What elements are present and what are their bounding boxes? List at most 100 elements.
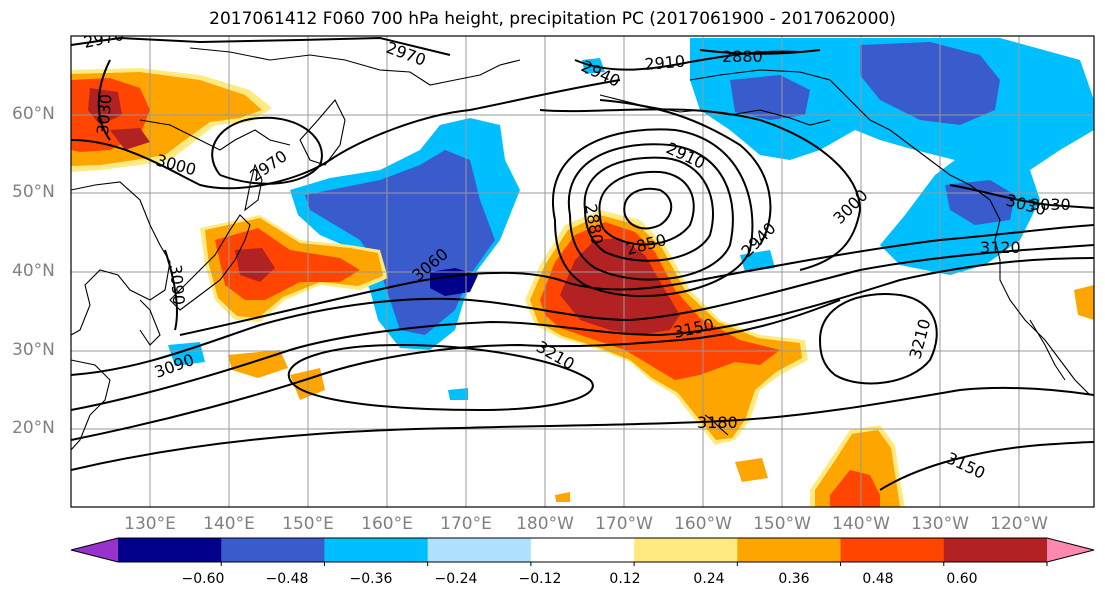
contour-3120 xyxy=(71,257,1094,411)
contour-2970-low xyxy=(552,128,754,297)
contour-2970-north xyxy=(71,36,451,56)
colorbar-tick-label: 0.24 xyxy=(693,571,725,587)
contour-2850-low xyxy=(623,187,673,230)
coast-asia xyxy=(71,181,171,336)
colorbar-tick-label: 0.60 xyxy=(946,571,978,587)
lon-label-140w: 140°W xyxy=(832,514,890,534)
coast-asia-south xyxy=(71,359,111,451)
contour-3030-west xyxy=(97,59,111,141)
lon-label-120w: 120°W xyxy=(990,514,1048,534)
lat-label-40n: 40°N xyxy=(12,261,55,281)
lon-label-130w: 130°W xyxy=(911,514,969,534)
colorbar-tick-label: −0.24 xyxy=(434,571,478,587)
coast-baja xyxy=(1029,319,1066,381)
colorbar-extend-high xyxy=(1047,538,1094,562)
contour-3210-ring xyxy=(287,343,594,412)
map-frame xyxy=(70,35,1095,508)
map-panel: 2970 2970 2940 2910 2880 3030 3000 2970 … xyxy=(71,36,1094,507)
contour-3150 xyxy=(71,299,841,441)
colorbar-segment xyxy=(530,538,635,562)
contour-3180 xyxy=(71,386,1094,471)
lat-label-50n: 50°N xyxy=(12,182,55,202)
precip-orange-small-d xyxy=(735,458,768,482)
precip-blue-small-a xyxy=(740,250,775,272)
lon-label-170w: 170°W xyxy=(595,514,653,534)
precip-orange-small-e xyxy=(555,492,570,502)
lat-label-20n: 20°N xyxy=(12,418,55,438)
colorbar-segment xyxy=(118,538,222,562)
precip-red-southeast xyxy=(830,470,880,507)
precip-orange-small-a xyxy=(228,350,288,378)
colorbar-segment xyxy=(634,538,738,562)
colorbar-segment xyxy=(737,538,842,562)
colorbar-segment xyxy=(221,538,325,562)
coast-na-west xyxy=(989,199,1091,396)
coastlines xyxy=(71,47,1091,451)
contour-3000-east xyxy=(539,108,862,271)
precip-darkred-nw xyxy=(88,88,150,150)
colorbar-tick-label: −0.36 xyxy=(349,571,393,587)
contour-3210-east xyxy=(819,293,938,385)
colorbar-tick-label: −0.48 xyxy=(265,571,309,587)
lon-label-160w: 160°W xyxy=(674,514,732,534)
coast-siberia xyxy=(189,47,521,86)
coast-hawaii xyxy=(704,414,729,436)
colorbar-tick-label: 0.48 xyxy=(862,571,894,587)
contour-3150-south xyxy=(879,441,1094,491)
precip-orange-small-c xyxy=(1074,285,1094,320)
coast-sakhalin xyxy=(244,163,263,212)
lon-label-160e: 160°E xyxy=(361,514,413,534)
coast-okhotsk xyxy=(139,119,291,151)
precip-darkred-japan xyxy=(235,248,275,282)
precip-blue-small-c xyxy=(448,388,468,400)
contour-label: 3090 xyxy=(166,264,188,306)
colorbar-tick-label: −0.60 xyxy=(181,571,225,587)
contour-label: 2910 xyxy=(644,52,686,74)
lon-label-150e: 150°E xyxy=(282,514,334,534)
precip-darkred-central xyxy=(560,238,680,335)
contour-2880-north xyxy=(699,49,821,55)
contour-3090-japan xyxy=(164,249,178,331)
colorbar-segment xyxy=(427,538,532,562)
contour-2910-north xyxy=(574,50,801,71)
contour-2940-east xyxy=(599,99,772,246)
colorbar-segment xyxy=(840,538,945,562)
lon-label-130e: 130°E xyxy=(124,514,176,534)
coast-korea xyxy=(139,299,161,346)
contour-2880-low xyxy=(598,170,695,246)
precip-mid-blue-gulf xyxy=(860,42,1000,125)
contour-label: 2880 xyxy=(722,47,763,66)
contour-3090 xyxy=(71,244,1094,376)
contour-2940-low xyxy=(567,143,734,281)
colorbar-tick-label: 0.36 xyxy=(778,571,810,587)
colorbar-outline xyxy=(70,537,1095,563)
lat-label-30n: 30°N xyxy=(12,340,55,360)
contour-2970-west xyxy=(211,116,323,185)
coast-kamchatka xyxy=(299,99,346,166)
colorbar-tick-label: −0.12 xyxy=(518,571,562,587)
contour-label: 3030 xyxy=(1030,195,1071,214)
contour-2910-low xyxy=(583,156,714,262)
height-contours xyxy=(71,36,1094,491)
precip-mid-blue-coast xyxy=(945,180,1015,225)
colorbar-segment xyxy=(324,538,429,562)
colorbar xyxy=(70,537,1095,566)
map-title: 2017061412 F060 700 hPa height, precipit… xyxy=(209,9,896,29)
precip-mid-blue-northeast xyxy=(730,75,810,120)
contour-3060 xyxy=(179,224,1094,336)
contour-3030-east xyxy=(949,184,1094,209)
colorbar-segment xyxy=(943,538,1048,562)
precip-negative-fills xyxy=(168,38,1094,400)
lon-label-170e: 170°E xyxy=(440,514,492,534)
contour-label: 3030 xyxy=(93,93,115,135)
contour-label: 3120 xyxy=(980,238,1021,257)
contour-3000-west xyxy=(71,79,621,190)
coast-alaska xyxy=(689,69,991,201)
contour-label: 3180 xyxy=(697,413,738,432)
colorbar-extend-low xyxy=(71,538,118,562)
colorbar-tick-label: 0.12 xyxy=(609,571,641,587)
precip-red-japan xyxy=(215,228,360,300)
lon-label-150w: 150°W xyxy=(753,514,811,534)
lon-label-180w: 180°W xyxy=(516,514,574,534)
